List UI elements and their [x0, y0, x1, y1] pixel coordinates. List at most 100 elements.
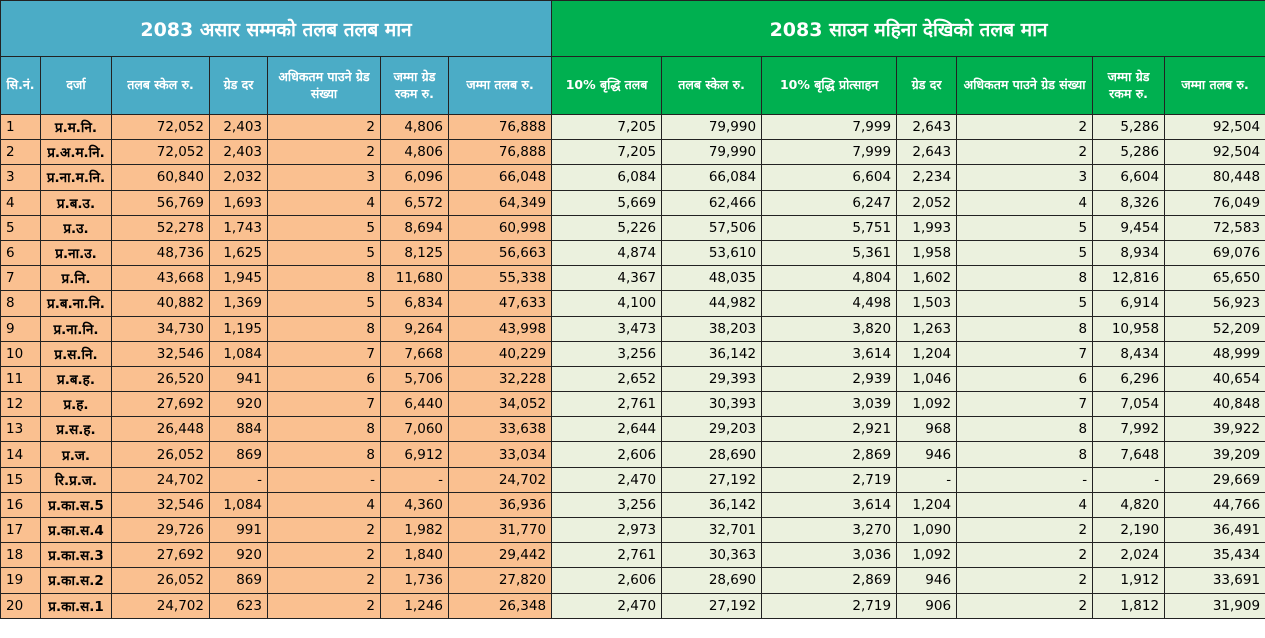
cell-old-total-grade[interactable]: 1,736: [380, 567, 449, 594]
cell-new-scale[interactable]: 28,690: [661, 441, 763, 468]
cell-darja[interactable]: प्र.ब.ह.: [40, 365, 112, 393]
cell-old-total-salary[interactable]: 34,052: [447, 391, 553, 418]
cell-old-max-grades[interactable]: 8: [267, 416, 381, 443]
cell-new-max-grades[interactable]: -: [956, 466, 1094, 493]
cell-darja[interactable]: प्र.का.स.2: [40, 567, 112, 594]
cell-new-increase[interactable]: 2,973: [551, 516, 663, 544]
cell-old-max-grades[interactable]: 3: [267, 164, 381, 191]
cell-old-grade-rate[interactable]: 623: [209, 592, 268, 619]
cell-old-total-salary[interactable]: 40,229: [447, 340, 553, 367]
cell-old-total-salary[interactable]: 27,820: [447, 567, 553, 594]
cell-new-increase[interactable]: 5,226: [551, 214, 663, 241]
cell-sn[interactable]: 14: [0, 441, 41, 468]
cell-sn[interactable]: 6: [0, 239, 41, 267]
cell-new-increase[interactable]: 2,644: [551, 416, 663, 443]
cell-new-grade-rate[interactable]: -: [896, 466, 958, 493]
cell-old-scale[interactable]: 48,736: [111, 239, 210, 267]
cell-new-incentive[interactable]: 2,921: [761, 416, 898, 443]
cell-new-total-grade[interactable]: 1,812: [1092, 592, 1166, 619]
cell-new-incentive[interactable]: 2,719: [761, 592, 898, 619]
cell-new-max-grades[interactable]: 7: [956, 391, 1094, 418]
cell-old-total-grade[interactable]: 7,060: [380, 416, 449, 443]
cell-sn[interactable]: 9: [0, 315, 41, 342]
cell-new-total-salary[interactable]: 72,583: [1164, 214, 1265, 241]
cell-new-total-salary[interactable]: 65,650: [1164, 265, 1265, 292]
cell-sn[interactable]: 16: [0, 491, 41, 519]
cell-old-total-salary[interactable]: 43,998: [447, 315, 553, 342]
cell-old-grade-rate[interactable]: 1,945: [209, 265, 268, 292]
cell-new-total-salary[interactable]: 36,491: [1164, 516, 1265, 544]
cell-new-total-salary[interactable]: 33,691: [1164, 567, 1265, 594]
cell-new-max-grades[interactable]: 2: [956, 542, 1094, 569]
cell-new-scale[interactable]: 53,610: [661, 239, 763, 267]
cell-new-grade-rate[interactable]: 1,204: [896, 491, 958, 519]
cell-new-incentive[interactable]: 2,869: [761, 441, 898, 468]
cell-new-scale[interactable]: 36,142: [661, 491, 763, 519]
cell-darja[interactable]: प्र.का.स.1: [40, 592, 112, 619]
cell-darja[interactable]: प्र.ना.नि.: [40, 315, 112, 342]
cell-old-scale[interactable]: 27,692: [111, 391, 210, 418]
cell-old-grade-rate[interactable]: 2,403: [209, 139, 268, 166]
cell-old-grade-rate[interactable]: 869: [209, 441, 268, 468]
cell-old-total-grade[interactable]: 6,440: [380, 391, 449, 418]
cell-old-total-grade[interactable]: 5,706: [380, 365, 449, 393]
cell-old-max-grades[interactable]: 8: [267, 441, 381, 468]
cell-new-incentive[interactable]: 2,719: [761, 466, 898, 493]
cell-darja[interactable]: प्र.ह.: [40, 391, 112, 418]
cell-sn[interactable]: 4: [0, 189, 41, 216]
cell-new-incentive[interactable]: 5,361: [761, 239, 898, 267]
cell-new-total-salary[interactable]: 48,999: [1164, 340, 1265, 367]
cell-old-scale[interactable]: 72,052: [111, 139, 210, 166]
cell-new-total-grade[interactable]: 4,820: [1092, 491, 1166, 519]
cell-darja[interactable]: प्र.ब.ना.नि.: [40, 290, 112, 317]
cell-old-max-grades[interactable]: 5: [267, 214, 381, 241]
cell-new-incentive[interactable]: 6,604: [761, 164, 898, 191]
cell-old-total-grade[interactable]: 7,668: [380, 340, 449, 367]
cell-new-incentive[interactable]: 2,869: [761, 567, 898, 594]
cell-darja[interactable]: प्र.का.स.4: [40, 516, 112, 544]
cell-old-max-grades[interactable]: 4: [267, 189, 381, 216]
cell-new-total-grade[interactable]: -: [1092, 466, 1166, 493]
cell-new-increase[interactable]: 2,470: [551, 466, 663, 493]
cell-darja[interactable]: रि.प्र.ज.: [40, 466, 112, 493]
cell-new-grade-rate[interactable]: 1,503: [896, 290, 958, 317]
cell-new-max-grades[interactable]: 2: [956, 516, 1094, 544]
cell-new-increase[interactable]: 7,205: [551, 139, 663, 166]
cell-new-increase[interactable]: 2,606: [551, 567, 663, 594]
cell-old-total-grade[interactable]: 8,125: [380, 239, 449, 267]
cell-new-grade-rate[interactable]: 1,204: [896, 340, 958, 367]
cell-old-grade-rate[interactable]: 1,625: [209, 239, 268, 267]
cell-new-scale[interactable]: 38,203: [661, 315, 763, 342]
cell-darja[interactable]: प्र.उ.: [40, 214, 112, 241]
cell-darja[interactable]: प्र.ज.: [40, 441, 112, 468]
cell-new-scale[interactable]: 29,203: [661, 416, 763, 443]
cell-new-grade-rate[interactable]: 968: [896, 416, 958, 443]
cell-new-increase[interactable]: 7,205: [551, 113, 663, 141]
cell-old-grade-rate[interactable]: 869: [209, 567, 268, 594]
cell-old-grade-rate[interactable]: 884: [209, 416, 268, 443]
cell-old-grade-rate[interactable]: 991: [209, 516, 268, 544]
cell-new-scale[interactable]: 79,990: [661, 139, 763, 166]
cell-old-total-salary[interactable]: 31,770: [447, 516, 553, 544]
cell-new-scale[interactable]: 27,192: [661, 466, 763, 493]
cell-new-increase[interactable]: 2,652: [551, 365, 663, 393]
cell-new-total-grade[interactable]: 12,816: [1092, 265, 1166, 292]
cell-sn[interactable]: 5: [0, 214, 41, 241]
cell-new-max-grades[interactable]: 8: [956, 315, 1094, 342]
cell-old-total-salary[interactable]: 66,048: [447, 164, 553, 191]
cell-new-incentive[interactable]: 7,999: [761, 139, 898, 166]
cell-old-max-grades[interactable]: 4: [267, 491, 381, 519]
cell-new-grade-rate[interactable]: 1,263: [896, 315, 958, 342]
cell-old-grade-rate[interactable]: 1,369: [209, 290, 268, 317]
cell-sn[interactable]: 3: [0, 164, 41, 191]
cell-darja[interactable]: प्र.अ.म.नि.: [40, 139, 112, 166]
cell-new-incentive[interactable]: 3,820: [761, 315, 898, 342]
cell-old-total-salary[interactable]: 24,702: [447, 466, 553, 493]
cell-old-total-salary[interactable]: 33,034: [447, 441, 553, 468]
cell-old-grade-rate[interactable]: -: [209, 466, 268, 493]
cell-old-scale[interactable]: 26,448: [111, 416, 210, 443]
cell-old-max-grades[interactable]: 8: [267, 315, 381, 342]
cell-new-incentive[interactable]: 7,999: [761, 113, 898, 141]
cell-old-scale[interactable]: 26,520: [111, 365, 210, 393]
cell-new-total-grade[interactable]: 6,914: [1092, 290, 1166, 317]
